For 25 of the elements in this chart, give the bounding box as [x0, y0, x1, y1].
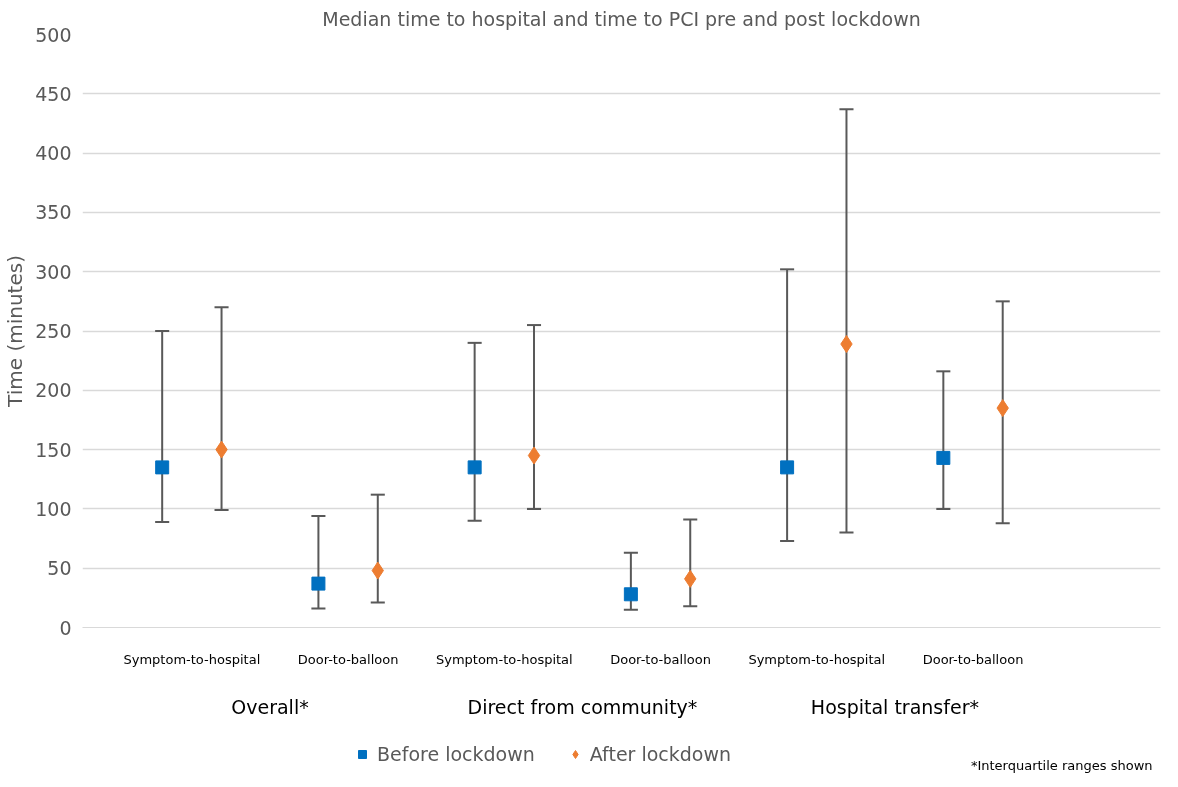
x-tick-label: Door-to-balloon	[610, 651, 711, 667]
y-tick-label: 400	[35, 142, 72, 165]
y-tick-label: 500	[35, 23, 72, 46]
y-tick-label: 200	[35, 379, 72, 402]
y-tick-label: 300	[35, 260, 72, 283]
x-tick-label: Symptom-to-hospital	[123, 651, 261, 667]
y-axis-title: Time (minutes)	[3, 255, 28, 408]
y-tick-label: 350	[35, 201, 72, 224]
legend-label: After lockdown	[589, 743, 732, 765]
y-tick-label: 150	[35, 438, 72, 461]
y-tick-label: 50	[47, 557, 72, 580]
x-tick-label: Symptom-to-hospital	[748, 651, 886, 667]
x-tick-label: Symptom-to-hospital	[435, 651, 573, 667]
y-tick-label: 250	[35, 320, 72, 342]
text: Overall*	[231, 695, 309, 718]
y-tick-label: 0	[59, 616, 72, 639]
text: Hospital transfer*	[810, 695, 979, 718]
text: *Interquartile ranges shown	[970, 757, 1153, 773]
x-tick-label: Door-to-balloon	[297, 651, 399, 667]
text: Direct from community*	[467, 695, 698, 718]
y-tick-label: 100	[35, 497, 72, 520]
y-tick-label: 450	[35, 82, 72, 105]
chart-title: Median time to hospital and time to PCI pre and post lockdown	[322, 7, 921, 30]
legend-label: Before lockdown	[377, 743, 535, 765]
x-tick-label: Door-to-balloon	[922, 651, 1024, 667]
